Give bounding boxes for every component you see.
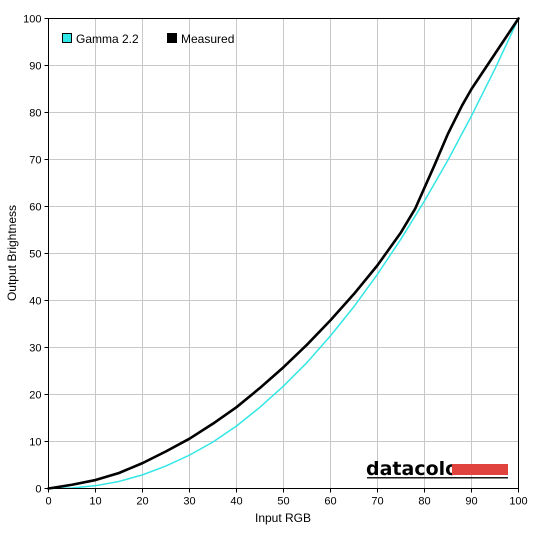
y-axis-label: Output Brightness <box>5 205 19 301</box>
x-tick-label: 40 <box>230 496 242 508</box>
y-tick-label: 60 <box>29 202 41 214</box>
y-tick-label: 40 <box>29 296 41 308</box>
y-tick-label: 80 <box>29 108 41 120</box>
x-tick-label: 60 <box>324 496 336 508</box>
x-tick-label: 20 <box>136 496 148 508</box>
watermark-bar <box>452 464 508 475</box>
watermark-underline <box>367 477 508 479</box>
y-tick-label: 50 <box>29 249 41 261</box>
x-tick-label: 90 <box>465 496 477 508</box>
x-tick-label: 50 <box>277 496 289 508</box>
legend-label-gamma: Gamma 2.2 <box>76 32 139 46</box>
x-axis-label: Input RGB <box>255 511 311 525</box>
y-tick-label: 100 <box>23 14 41 26</box>
y-tick-label: 10 <box>29 437 41 449</box>
x-tick-label: 30 <box>183 496 195 508</box>
legend-swatch-measured <box>167 33 177 43</box>
series-layer <box>47 17 520 490</box>
datacolor-watermark: datacolor <box>366 458 508 480</box>
x-tick-label: 80 <box>418 496 430 508</box>
series-line-gamma-2-2 <box>47 17 520 490</box>
y-tick-label: 20 <box>29 390 41 402</box>
grid <box>48 18 519 489</box>
legend: Gamma 2.2 Measured <box>62 32 234 46</box>
y-tick-label: 30 <box>29 343 41 355</box>
x-tick-label: 100 <box>509 496 527 508</box>
series-line-measured <box>47 17 520 490</box>
watermark-text: datacolor <box>366 458 468 480</box>
axis-ticks: 0 10 20 30 40 50 60 70 80 90 100 0 10 20 30 40 50 60 70 80 9… <box>23 14 528 508</box>
legend-label-measured: Measured <box>181 32 234 46</box>
y-tick-label: 0 <box>35 484 41 496</box>
x-tick-label: 10 <box>89 496 101 508</box>
x-tick-label: 70 <box>371 496 383 508</box>
y-tick-label: 70 <box>29 155 41 167</box>
legend-swatch-gamma <box>62 33 72 43</box>
x-tick-label: 0 <box>45 496 51 508</box>
y-tick-label: 90 <box>29 61 41 73</box>
